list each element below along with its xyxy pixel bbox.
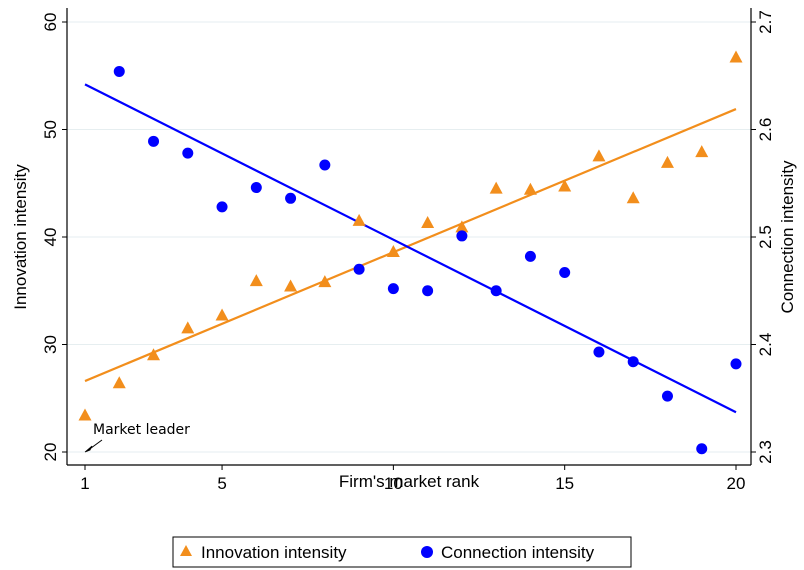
connection-point (250, 182, 262, 194)
connection-point (661, 390, 673, 402)
connection-point (456, 230, 468, 242)
legend-triangle-icon (180, 545, 192, 556)
innovation-point (455, 220, 469, 233)
innovation-point (318, 275, 332, 288)
legend-label-connection: Connection intensity (441, 543, 595, 562)
grid (67, 21, 751, 453)
connection-point (353, 263, 365, 275)
innovation-point (660, 155, 674, 168)
y-left-tick-label: 60 (41, 13, 60, 32)
innovation-point (489, 181, 503, 194)
annotation-text: Market leader (93, 422, 190, 438)
connection-point (593, 346, 605, 358)
y-axis-right-title: Connection intensity (778, 160, 797, 314)
connection-point (387, 283, 399, 295)
y-axis-left-title: Innovation intensity (11, 164, 30, 310)
x-tick-label: 5 (217, 474, 226, 493)
fit-lines (84, 83, 737, 414)
innovation-point (352, 213, 366, 226)
innovation-point (147, 348, 161, 361)
legend: Innovation intensity Connection intensit… (172, 536, 632, 568)
innovation-point (249, 274, 263, 287)
y-right-tick-label: 2.3 (756, 440, 775, 464)
innovation-point (78, 408, 92, 421)
y-right-tick-label: 2.7 (756, 10, 775, 34)
connection-fit-line (84, 83, 737, 414)
y-left-tick-label: 50 (41, 120, 60, 139)
x-tick-label: 10 (384, 474, 403, 493)
innovation-point (626, 191, 640, 204)
connection-point (559, 266, 571, 278)
innovation-point (112, 376, 126, 389)
innovation-point (215, 308, 229, 321)
connection-point (730, 358, 742, 370)
connection-point (422, 285, 434, 297)
innovation-point (558, 179, 572, 192)
x-tick-label: 20 (727, 474, 746, 493)
y-right-tick-label: 2.5 (756, 225, 775, 249)
connection-point (524, 250, 536, 262)
y-left-tick-label: 30 (41, 335, 60, 354)
legend-circle-icon (421, 546, 433, 558)
innovation-point (386, 245, 400, 258)
y-left-tick-label: 20 (41, 443, 60, 462)
innovation-point (523, 182, 537, 195)
y-right-tick-label: 2.6 (756, 118, 775, 142)
connection-point (490, 285, 502, 297)
annotation-arrowhead (84, 445, 93, 453)
connection-point (319, 159, 331, 171)
annotation-market-leader: Market leader (84, 422, 190, 453)
legend-label-innovation: Innovation intensity (201, 543, 347, 562)
connection-point (148, 135, 160, 147)
innovation-point (284, 279, 298, 292)
connection-point (696, 443, 708, 455)
innovation-point (421, 216, 435, 229)
y-right-ticks: 2.3 2.4 2.5 2.6 2.7 (751, 10, 775, 464)
connection-point (113, 65, 125, 77)
y-right-tick-label: 2.4 (756, 333, 775, 357)
connection-point (182, 147, 194, 159)
y-left-tick-label: 40 (41, 228, 60, 247)
connection-point (627, 356, 639, 368)
x-tick-label: 1 (80, 474, 89, 493)
x-tick-label: 15 (555, 474, 574, 493)
y-left-ticks: 20 30 40 50 60 (41, 13, 67, 462)
innovation-fit-line (84, 108, 737, 383)
innovation-point (729, 50, 743, 63)
x-axis-title: Firm's market rank (339, 472, 480, 491)
innovation-point (695, 145, 709, 158)
connection-point (216, 201, 228, 213)
markers (78, 50, 743, 455)
x-ticks: 1 5 10 15 20 (80, 465, 745, 493)
innovation-point (181, 321, 195, 334)
legend-box (172, 536, 632, 568)
innovation-point (592, 149, 606, 162)
connection-point (285, 192, 297, 204)
